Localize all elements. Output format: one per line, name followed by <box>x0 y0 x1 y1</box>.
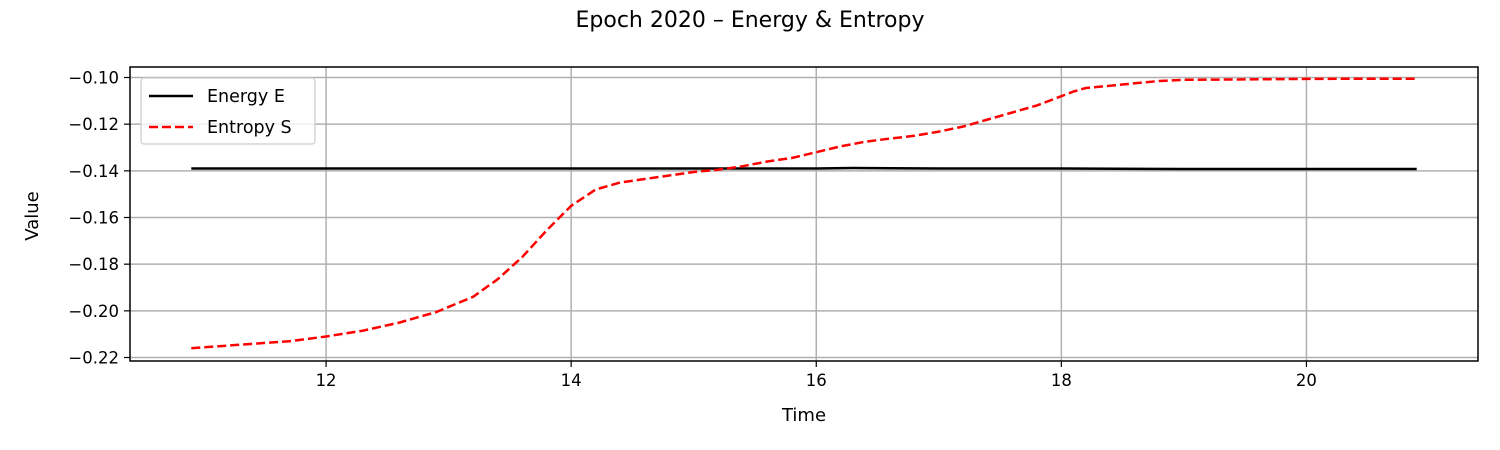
y-tick-label: −0.20 <box>68 302 119 321</box>
y-tick-label: −0.16 <box>68 209 119 228</box>
y-tick-label: −0.14 <box>68 162 119 181</box>
y-tick-label: −0.22 <box>68 349 119 368</box>
x-tick-label: 18 <box>1051 371 1072 390</box>
y-axis: −0.22 −0.20 −0.18 −0.16 −0.14 −0.12 −0.10 <box>68 69 130 368</box>
x-tick-label: 14 <box>561 371 582 390</box>
grid <box>130 67 1478 361</box>
x-axis-label: Time <box>781 405 826 426</box>
plot-area-frame <box>129 66 1479 362</box>
x-tick-label: 12 <box>316 371 337 390</box>
x-tick-label: 20 <box>1296 371 1317 390</box>
series-line-entropy <box>191 77 1417 350</box>
y-tick-label: −0.12 <box>68 115 119 134</box>
x-axis: 12 14 16 18 20 <box>316 361 1317 390</box>
chart-title: Epoch 2020 – Energy & Entropy <box>576 8 925 33</box>
legend: Energy E Entropy S <box>140 77 316 145</box>
series-line-energy <box>191 166 1417 171</box>
y-tick-label: −0.10 <box>68 69 119 88</box>
legend-label-entropy: Entropy S <box>207 118 292 138</box>
y-axis-label: Value <box>22 191 43 240</box>
series-group <box>191 77 1417 350</box>
y-tick-label: −0.18 <box>68 255 119 274</box>
legend-box <box>140 77 316 145</box>
legend-label-energy: Energy E <box>207 87 285 107</box>
x-tick-label: 16 <box>806 371 827 390</box>
